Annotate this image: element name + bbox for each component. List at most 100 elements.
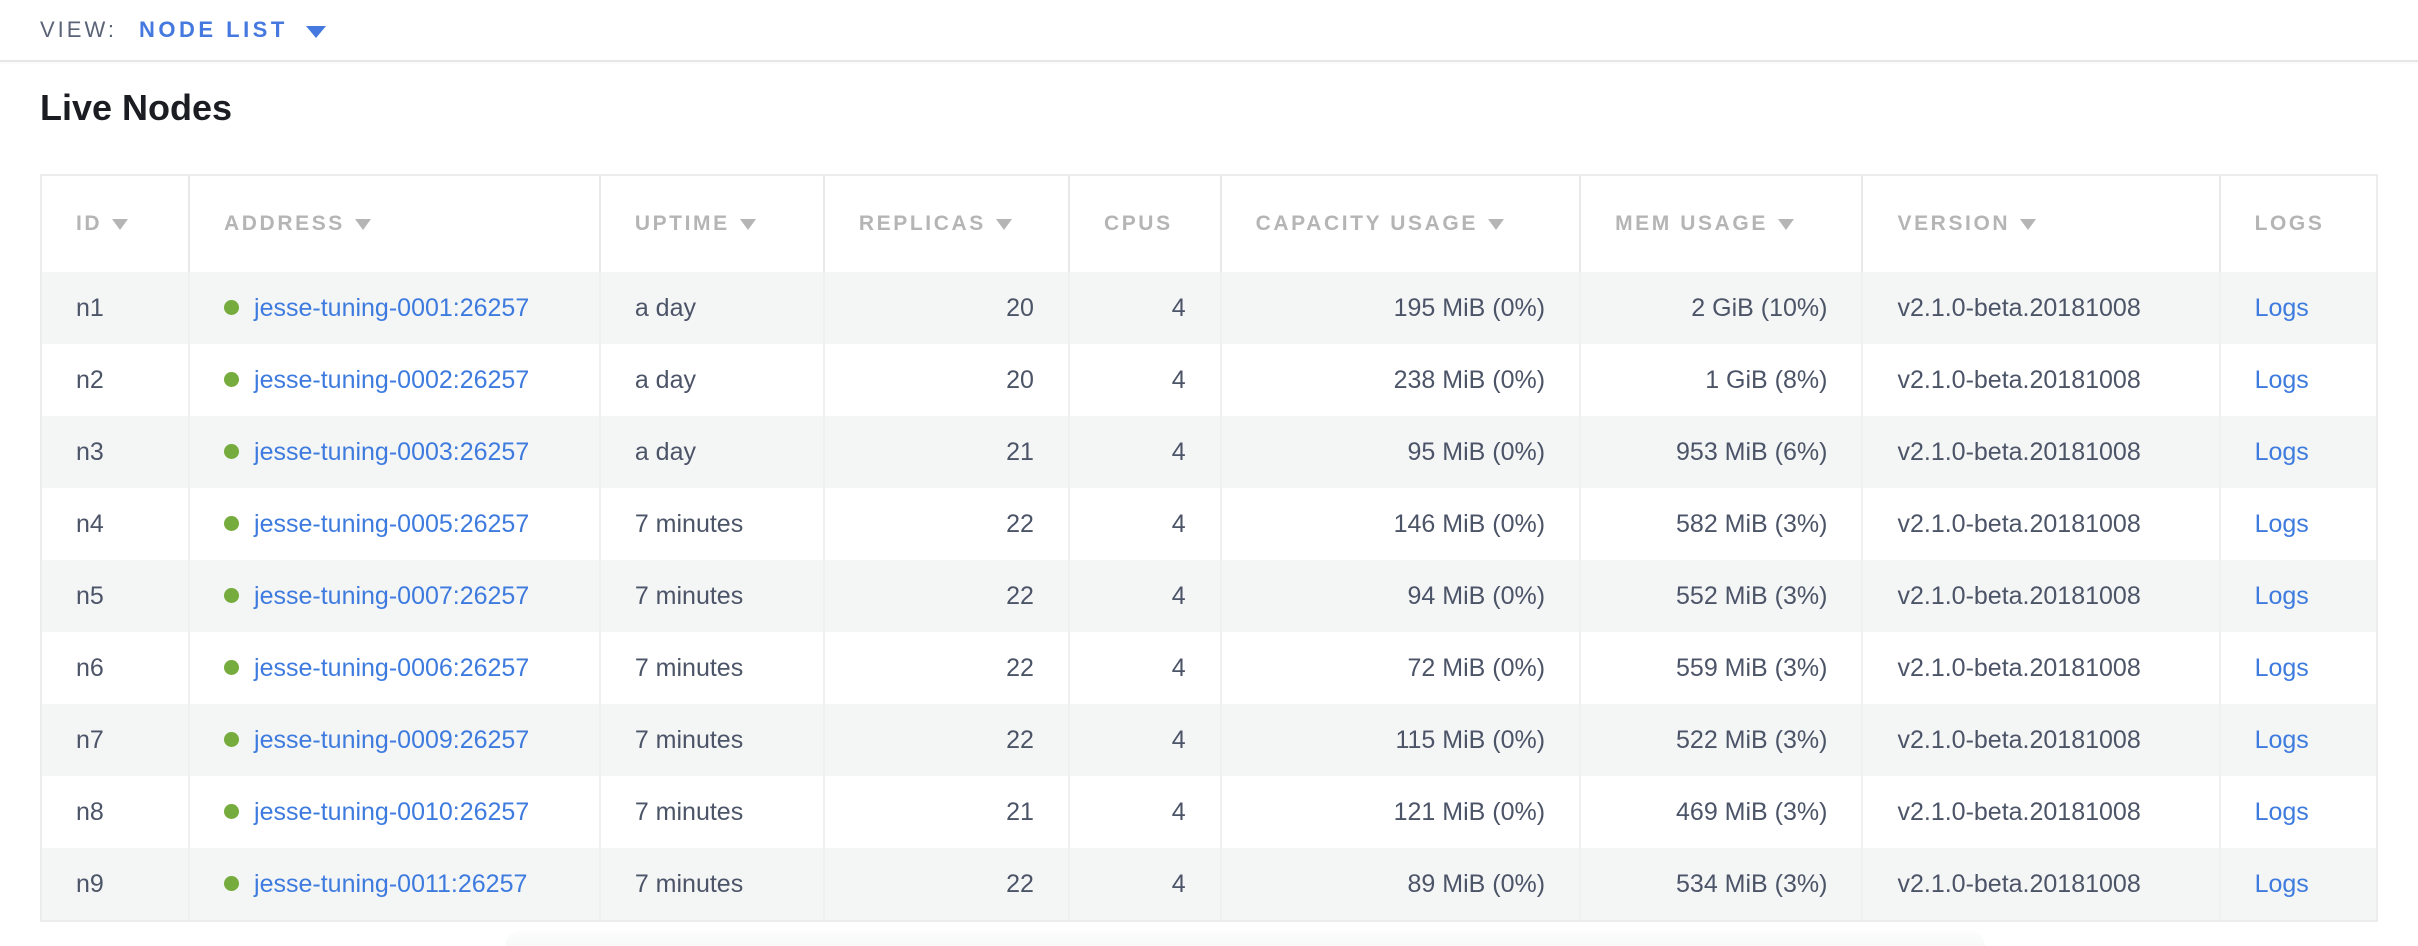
node-address-link[interactable]: jesse-tuning-0005:26257 [254, 509, 530, 538]
column-label: ID [76, 212, 103, 235]
below-fold-panel-edge [505, 931, 1985, 946]
sort-desc-icon[interactable] [1777, 219, 1794, 230]
column-header-replicas[interactable]: REPLICAS [822, 176, 1069, 272]
mem-cell: 582 MiB (3%) [1579, 488, 1863, 560]
version-cell: v2.1.0-beta.20181008 [1861, 560, 2220, 632]
address-cell: jesse-tuning-0006:26257 [188, 632, 600, 704]
version-cell: v2.1.0-beta.20181008 [1861, 704, 2220, 776]
column-label: ADDRESS [224, 212, 345, 235]
node-address-link[interactable]: jesse-tuning-0002:26257 [254, 365, 530, 394]
node-live-status-icon [224, 516, 240, 532]
sort-desc-icon[interactable] [354, 219, 371, 230]
capacity-cell: 115 MiB (0%) [1219, 704, 1581, 776]
column-label: CPUS [1103, 212, 1173, 235]
uptime-cell: 7 minutes [598, 848, 824, 920]
capacity-cell: 121 MiB (0%) [1219, 776, 1581, 848]
node-address-link[interactable]: jesse-tuning-0007:26257 [254, 581, 530, 610]
node-address-link[interactable]: jesse-tuning-0010:26257 [254, 797, 530, 826]
capacity-cell: 238 MiB (0%) [1219, 344, 1581, 416]
column-header-mem[interactable]: MEM USAGE [1579, 176, 1863, 272]
node-logs-link[interactable]: Logs [2254, 293, 2309, 322]
table-row: n9 jesse-tuning-0011:26257 7 minutes 22 4 89 … [42, 848, 2376, 920]
column-label: REPLICAS [858, 212, 986, 235]
node-logs-link[interactable]: Logs [2254, 581, 2309, 610]
address-cell: jesse-tuning-0005:26257 [188, 488, 600, 560]
id-cell: n8 [76, 797, 104, 826]
column-header-uptime[interactable]: UPTIME [598, 176, 824, 272]
replicas-cell: 21 [822, 416, 1069, 488]
version-cell: v2.1.0-beta.20181008 [1861, 272, 2220, 344]
id-cell: n7 [76, 725, 104, 754]
mem-cell: 559 MiB (3%) [1579, 632, 1863, 704]
capacity-cell: 146 MiB (0%) [1219, 488, 1581, 560]
column-label: CAPACITY USAGE [1255, 212, 1478, 235]
node-logs-link[interactable]: Logs [2254, 869, 2309, 898]
column-header-capacity[interactable]: CAPACITY USAGE [1219, 176, 1581, 272]
table-row: n3 jesse-tuning-0003:26257 a day 21 4 95 MiB … [42, 416, 2376, 488]
node-address-link[interactable]: jesse-tuning-0009:26257 [254, 725, 530, 754]
table-row: n8 jesse-tuning-0010:26257 7 minutes 21 4 121… [42, 776, 2376, 848]
sort-desc-icon[interactable] [1487, 219, 1504, 230]
sort-desc-icon[interactable] [995, 219, 1012, 230]
cpus-cell: 4 [1067, 344, 1221, 416]
node-live-status-icon [224, 732, 240, 748]
uptime-cell: a day [598, 272, 824, 344]
replicas-cell: 20 [822, 344, 1069, 416]
node-logs-link[interactable]: Logs [2254, 365, 2309, 394]
address-cell: jesse-tuning-0001:26257 [188, 272, 600, 344]
logs-cell: Logs [2218, 632, 2376, 704]
version-cell: v2.1.0-beta.20181008 [1861, 416, 2220, 488]
logs-cell: Logs [2218, 272, 2376, 344]
column-header-id[interactable]: ID [42, 176, 189, 272]
address-cell: jesse-tuning-0010:26257 [188, 776, 600, 848]
view-selector-dropdown[interactable]: NODE LIST [139, 17, 326, 43]
column-label: VERSION [1897, 212, 2011, 235]
table-row: n5 jesse-tuning-0007:26257 7 minutes 22 4 94 … [42, 560, 2376, 632]
node-address-link[interactable]: jesse-tuning-0011:26257 [254, 869, 528, 898]
mem-cell: 1 GiB (8%) [1579, 344, 1863, 416]
table-row: n7 jesse-tuning-0009:26257 7 minutes 22 4 115… [42, 704, 2376, 776]
sort-desc-icon[interactable] [112, 219, 129, 230]
version-cell: v2.1.0-beta.20181008 [1861, 776, 2220, 848]
column-label: LOGS [2254, 212, 2325, 235]
node-logs-link[interactable]: Logs [2254, 797, 2309, 826]
logs-cell: Logs [2218, 848, 2376, 920]
node-live-status-icon [224, 876, 240, 892]
node-logs-link[interactable]: Logs [2254, 725, 2309, 754]
table-body: n1 jesse-tuning-0001:26257 a day 20 4 195 MiB… [42, 272, 2376, 920]
node-address-link[interactable]: jesse-tuning-0006:26257 [254, 653, 530, 682]
cpus-cell: 4 [1067, 848, 1221, 920]
cpus-cell: 4 [1067, 776, 1221, 848]
node-live-status-icon [224, 444, 240, 460]
capacity-cell: 72 MiB (0%) [1219, 632, 1581, 704]
id-cell: n4 [76, 509, 104, 538]
sort-desc-icon[interactable] [2020, 219, 2037, 230]
node-address-link[interactable]: jesse-tuning-0001:26257 [254, 293, 530, 322]
replicas-cell: 22 [822, 488, 1069, 560]
column-label: MEM USAGE [1615, 212, 1768, 235]
column-header-address[interactable]: ADDRESS [188, 176, 600, 272]
cpus-cell: 4 [1067, 488, 1221, 560]
mem-cell: 953 MiB (6%) [1579, 416, 1863, 488]
node-logs-link[interactable]: Logs [2254, 653, 2309, 682]
uptime-cell: 7 minutes [598, 632, 824, 704]
address-cell: jesse-tuning-0007:26257 [188, 560, 600, 632]
sort-desc-icon[interactable] [739, 219, 756, 230]
node-logs-link[interactable]: Logs [2254, 437, 2309, 466]
id-cell: n3 [76, 437, 104, 466]
table-header-row: ID ADDRESS UPTIME REPLICAS CPUS CAPACITY USAG… [42, 176, 2376, 272]
mem-cell: 469 MiB (3%) [1579, 776, 1863, 848]
mem-cell: 534 MiB (3%) [1579, 848, 1863, 920]
uptime-cell: a day [598, 416, 824, 488]
uptime-cell: 7 minutes [598, 704, 824, 776]
column-header-version[interactable]: VERSION [1861, 176, 2220, 272]
cpus-cell: 4 [1067, 272, 1221, 344]
view-selected-value: NODE LIST [138, 17, 288, 42]
node-address-link[interactable]: jesse-tuning-0003:26257 [254, 437, 530, 466]
node-logs-link[interactable]: Logs [2254, 509, 2309, 538]
logs-cell: Logs [2218, 488, 2376, 560]
column-header-cpus: CPUS [1067, 176, 1221, 272]
version-cell: v2.1.0-beta.20181008 [1861, 488, 2220, 560]
address-cell: jesse-tuning-0002:26257 [188, 344, 600, 416]
column-header-logs: LOGS [2218, 176, 2376, 272]
